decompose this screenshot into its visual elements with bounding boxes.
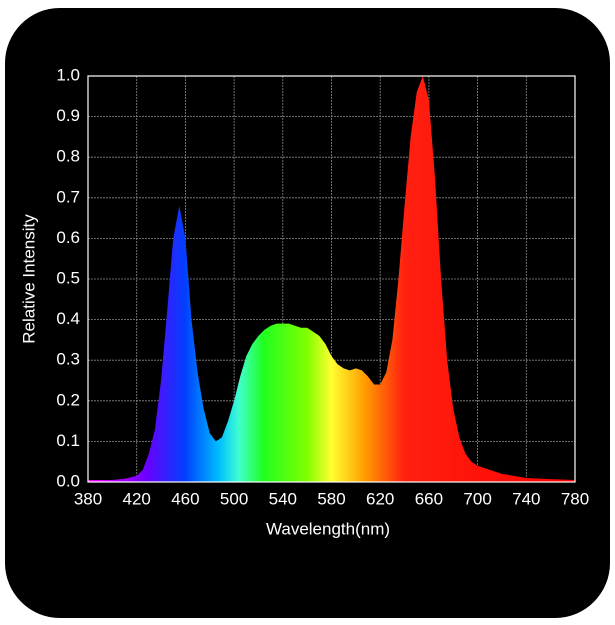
x-tick-label: 540	[269, 489, 297, 508]
y-tick-label: 0.8	[56, 147, 80, 166]
y-tick-label: 0.1	[56, 431, 80, 450]
y-tick-label: 0.0	[56, 471, 80, 490]
x-tick-label: 460	[171, 489, 199, 508]
x-tick-label: 620	[366, 489, 394, 508]
y-tick-label: 0.9	[56, 106, 80, 125]
y-tick-label: 0.7	[56, 187, 80, 206]
x-tick-label: 580	[317, 489, 345, 508]
x-axis-label: Wavelength(nm)	[266, 519, 390, 538]
x-tick-label: 420	[123, 489, 151, 508]
x-tick-label: 380	[74, 489, 102, 508]
x-tick-label: 660	[415, 489, 443, 508]
y-tick-label: 0.5	[56, 268, 80, 287]
y-tick-label: 0.4	[56, 309, 80, 328]
y-tick-label: 1.0	[56, 65, 80, 84]
y-axis-label: Relative Intensity	[19, 214, 38, 344]
x-tick-label: 700	[463, 489, 491, 508]
x-tick-label: 500	[220, 489, 248, 508]
y-tick-label: 0.2	[56, 390, 80, 409]
y-tick-label: 0.3	[56, 350, 80, 369]
y-tick-label: 0.6	[56, 228, 80, 247]
plot-frame	[87, 75, 576, 483]
x-tick-label: 780	[561, 489, 589, 508]
spectrum-area	[88, 76, 575, 482]
x-tick-label: 740	[512, 489, 540, 508]
